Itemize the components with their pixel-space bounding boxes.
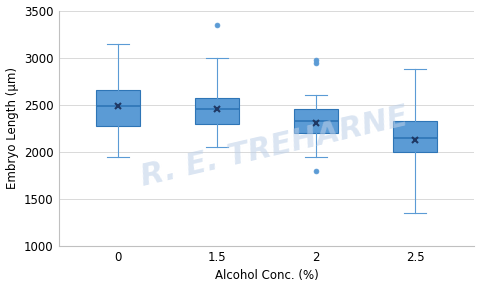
PathPatch shape — [294, 109, 338, 133]
PathPatch shape — [393, 121, 437, 152]
PathPatch shape — [96, 90, 140, 126]
Text: R. E. TREHARNE: R. E. TREHARNE — [138, 102, 411, 192]
PathPatch shape — [195, 98, 240, 124]
X-axis label: Alcohol Conc. (%): Alcohol Conc. (%) — [215, 270, 318, 283]
Y-axis label: Embryo Length (μm): Embryo Length (μm) — [6, 67, 19, 189]
